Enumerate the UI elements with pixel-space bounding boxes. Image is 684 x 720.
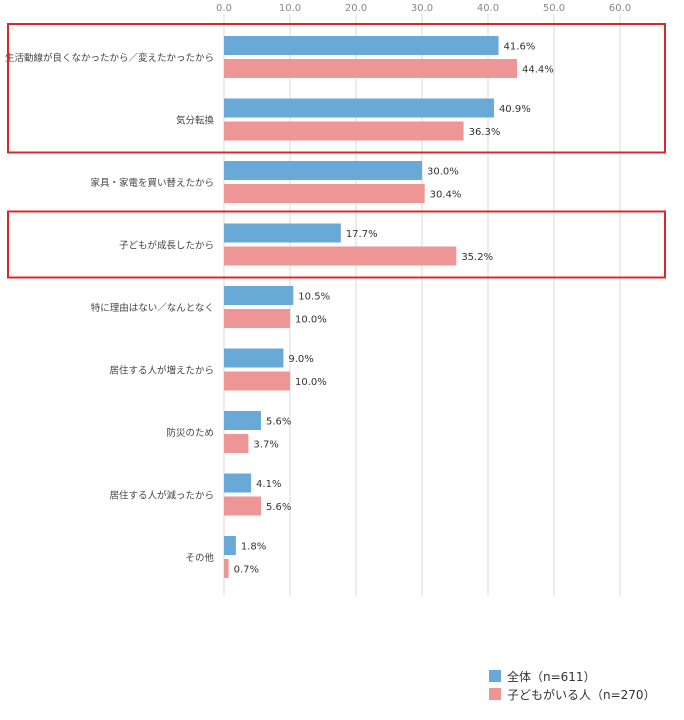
legend-swatch-all bbox=[489, 670, 501, 682]
highlight-box bbox=[7, 210, 666, 279]
bar-with-children bbox=[224, 371, 290, 391]
data-label: 1.8% bbox=[241, 542, 266, 553]
legend-item-with-children: 子どもがいる人（n=270） bbox=[489, 685, 656, 703]
bar-all bbox=[224, 348, 284, 368]
data-label: 3.7% bbox=[253, 440, 278, 451]
legend-item-all: 全体（n=611） bbox=[489, 667, 656, 685]
bar-with-children bbox=[224, 496, 261, 516]
category-label: 居住する人が減ったから bbox=[109, 490, 214, 502]
data-label: 17.7% bbox=[346, 229, 378, 240]
category-label: 子どもが成長したから bbox=[119, 240, 214, 252]
category-label: 生活動線が良くなかったから／変えたかったから bbox=[5, 52, 214, 64]
data-label: 40.9% bbox=[499, 104, 531, 115]
category-label: 居住する人が増えたから bbox=[109, 365, 214, 377]
x-tick-label: 30.0 bbox=[411, 3, 433, 14]
legend: 全体（n=611） 子どもがいる人（n=270） bbox=[489, 667, 656, 703]
category-label: 特に理由はない／なんとなく bbox=[91, 302, 214, 314]
x-tick-label: 40.0 bbox=[477, 3, 499, 14]
category-label: その他 bbox=[185, 552, 214, 564]
x-tick-label: 20.0 bbox=[345, 3, 367, 14]
bar-with-children bbox=[224, 121, 464, 141]
bar-all bbox=[224, 473, 252, 493]
bar-all bbox=[224, 36, 499, 55]
category-label: 防災のため bbox=[166, 427, 214, 439]
bar-with-children bbox=[224, 184, 425, 203]
bar-with-children bbox=[224, 309, 290, 328]
data-label: 5.6% bbox=[266, 417, 291, 428]
bar-all bbox=[224, 161, 422, 180]
bar-all bbox=[224, 223, 341, 243]
bar-all bbox=[224, 98, 494, 118]
data-label: 0.7% bbox=[234, 565, 259, 576]
data-label: 41.6% bbox=[504, 42, 536, 53]
data-label: 44.4% bbox=[522, 65, 554, 76]
legend-swatch-with-children bbox=[489, 688, 501, 700]
category-label: 気分転換 bbox=[176, 115, 215, 127]
data-label: 4.1% bbox=[256, 479, 281, 490]
data-label: 30.4% bbox=[430, 190, 462, 201]
data-label: 10.0% bbox=[295, 315, 327, 326]
x-tick-label: 50.0 bbox=[543, 3, 565, 14]
x-tick-label: 0.0 bbox=[216, 3, 232, 14]
data-label: 10.5% bbox=[298, 292, 330, 303]
data-label: 10.0% bbox=[295, 377, 327, 388]
category-label: 家具・家電を買い替えたから bbox=[90, 177, 214, 189]
data-label: 5.6% bbox=[266, 502, 291, 513]
data-label: 30.0% bbox=[427, 167, 459, 178]
data-label: 35.2% bbox=[461, 252, 493, 263]
bar-all bbox=[224, 286, 294, 305]
highlight-box bbox=[7, 23, 666, 154]
data-label: 9.0% bbox=[288, 354, 313, 365]
bar-with-children bbox=[224, 434, 249, 453]
legend-label-all: 全体（n=611） bbox=[507, 669, 596, 684]
x-tick-label: 10.0 bbox=[279, 3, 301, 14]
data-label: 36.3% bbox=[469, 127, 501, 138]
bar-with-children bbox=[224, 246, 457, 266]
bar-all bbox=[224, 411, 261, 430]
bar-all bbox=[224, 536, 236, 555]
bar-with-children bbox=[224, 559, 229, 578]
legend-label-with-children: 子どもがいる人（n=270） bbox=[507, 687, 656, 702]
bar-with-children bbox=[224, 59, 518, 78]
x-tick-label: 60.0 bbox=[609, 3, 631, 14]
